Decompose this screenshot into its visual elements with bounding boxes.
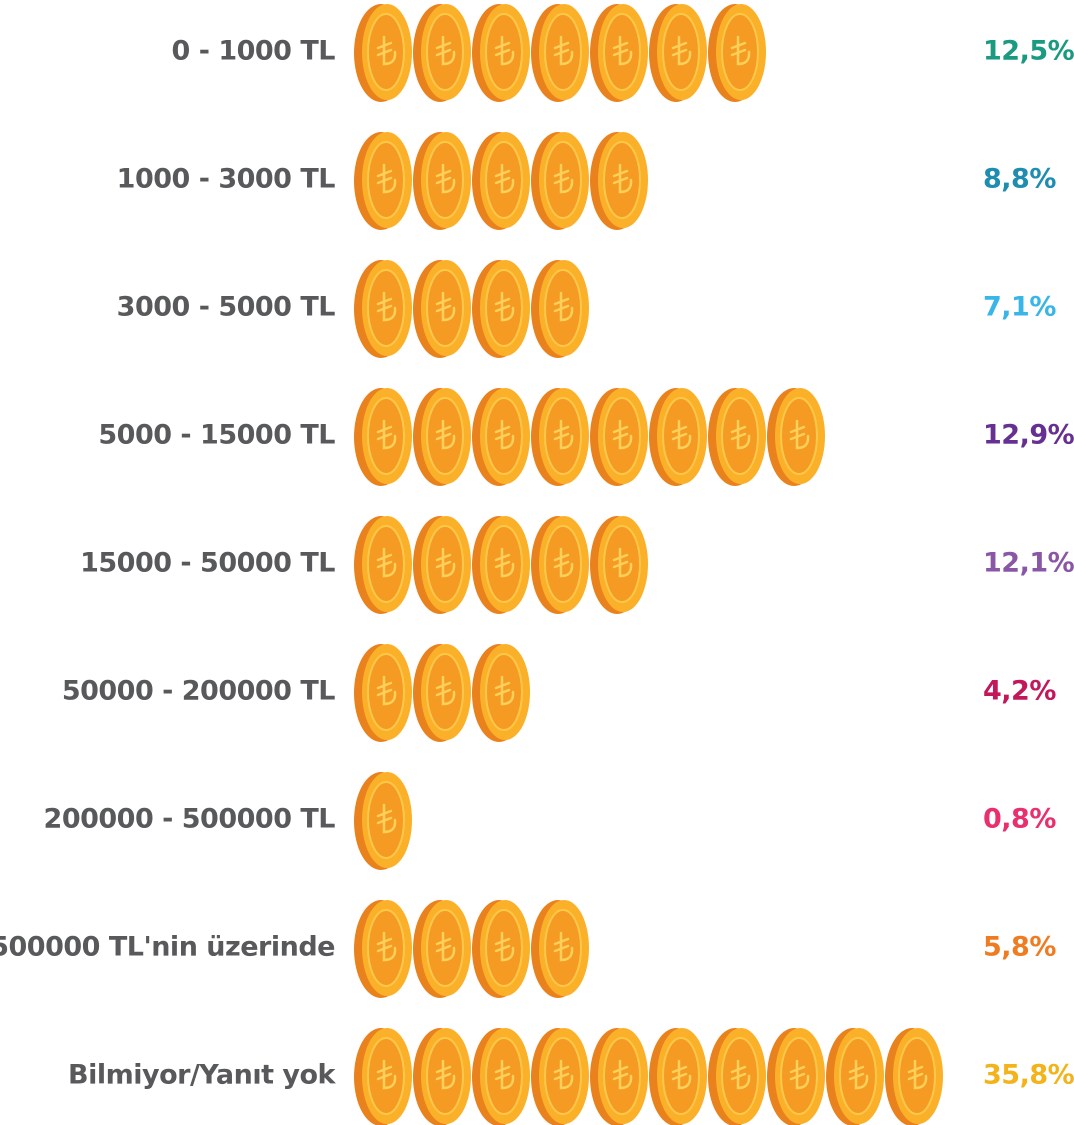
coin [531, 900, 589, 998]
value-label: 12,5% [983, 36, 1074, 67]
coin [354, 900, 412, 998]
value-label: 0,8% [983, 804, 1056, 835]
coin [826, 1028, 884, 1125]
category-label: Bilmiyor/Yanıt yok [68, 1060, 337, 1091]
coin [354, 4, 412, 102]
coin [354, 516, 412, 614]
coin [354, 132, 412, 230]
value-label: 7,1% [983, 292, 1056, 323]
coin [531, 388, 589, 486]
value-label: 8,8% [983, 164, 1056, 195]
coin [767, 388, 825, 486]
coin [531, 132, 589, 230]
coin [354, 644, 412, 742]
category-label: 1000 - 3000 TL [117, 164, 336, 195]
coin [413, 260, 471, 358]
value-label: 12,9% [983, 420, 1074, 451]
coin [708, 1028, 766, 1125]
coin [590, 4, 648, 102]
value-label: 4,2% [983, 676, 1056, 707]
value-label: 12,1% [983, 548, 1074, 579]
coin [708, 388, 766, 486]
value-label: 5,8% [983, 932, 1056, 963]
coin [649, 4, 707, 102]
category-label: 3000 - 5000 TL [117, 292, 336, 323]
category-label: 200000 - 500000 TL [44, 804, 336, 835]
coin [708, 4, 766, 102]
coin [413, 900, 471, 998]
coin [413, 388, 471, 486]
coin [413, 644, 471, 742]
coin [413, 516, 471, 614]
coin [472, 1028, 530, 1125]
coin [413, 132, 471, 230]
coin [472, 644, 530, 742]
coin [472, 388, 530, 486]
coin [472, 900, 530, 998]
coin [354, 388, 412, 486]
coin [767, 1028, 825, 1125]
value-label: 35,8% [983, 1060, 1074, 1091]
coin [531, 260, 589, 358]
coin [413, 4, 471, 102]
coin [354, 260, 412, 358]
category-label: 500000 TL'nin üzerinde [0, 932, 335, 963]
category-label: 50000 - 200000 TL [62, 676, 335, 707]
coin [531, 1028, 589, 1125]
coin [472, 4, 530, 102]
coin [354, 772, 412, 870]
category-label: 15000 - 50000 TL [80, 548, 335, 579]
chart: 0 - 1000 TL 12,5% 1000 - 3000 TL 8,8% 3000 -… [0, 0, 1074, 1125]
coin [590, 388, 648, 486]
coin [885, 1028, 943, 1125]
coin [590, 132, 648, 230]
category-label: 0 - 1000 TL [172, 36, 336, 67]
coin [649, 1028, 707, 1125]
coin [472, 132, 530, 230]
coin [590, 1028, 648, 1125]
coin [413, 1028, 471, 1125]
coin [472, 260, 530, 358]
coin [531, 516, 589, 614]
coin [472, 516, 530, 614]
coin [649, 388, 707, 486]
coin [590, 516, 648, 614]
coin [354, 1028, 412, 1125]
coin [531, 4, 589, 102]
category-label: 5000 - 15000 TL [98, 420, 335, 451]
